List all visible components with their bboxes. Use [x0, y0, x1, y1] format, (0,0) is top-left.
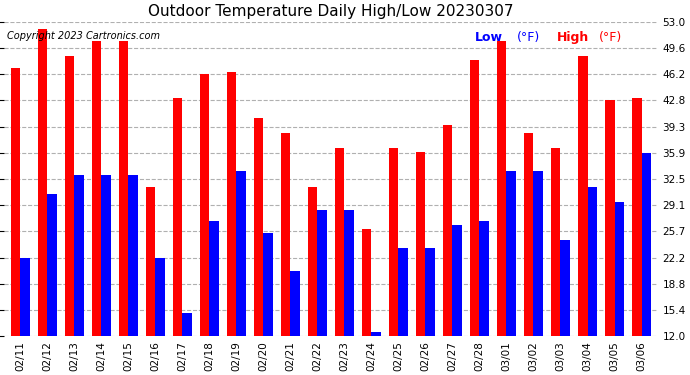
Bar	[11, 68, 21, 336]
Bar	[389, 148, 398, 336]
Bar	[119, 41, 128, 336]
Bar	[290, 271, 300, 336]
Bar	[128, 175, 138, 336]
Bar	[578, 56, 587, 336]
Bar	[371, 332, 381, 336]
Bar	[605, 100, 615, 336]
Bar	[75, 175, 84, 336]
Bar	[506, 171, 516, 336]
Bar	[210, 221, 219, 336]
Text: (°F): (°F)	[599, 31, 622, 44]
Bar	[416, 152, 426, 336]
Bar	[146, 187, 155, 336]
Bar	[65, 56, 75, 336]
Bar	[237, 171, 246, 336]
Bar	[615, 202, 624, 336]
Bar	[101, 175, 111, 336]
Bar	[254, 118, 264, 336]
Text: High: High	[556, 31, 589, 44]
Bar	[264, 232, 273, 336]
Bar	[317, 210, 327, 336]
Text: Copyright 2023 Cartronics.com: Copyright 2023 Cartronics.com	[8, 31, 161, 41]
Bar	[48, 194, 57, 336]
Bar	[443, 125, 453, 336]
Bar	[155, 258, 165, 336]
Bar	[497, 41, 506, 336]
Bar	[38, 29, 48, 336]
Bar	[335, 148, 344, 336]
Bar	[642, 153, 651, 336]
Bar	[173, 98, 182, 336]
Bar	[281, 133, 290, 336]
Bar	[344, 210, 354, 336]
Bar	[200, 74, 210, 336]
Bar	[560, 240, 570, 336]
Bar	[587, 187, 597, 336]
Bar	[453, 225, 462, 336]
Bar	[632, 98, 642, 336]
Bar	[182, 313, 192, 336]
Title: Outdoor Temperature Daily High/Low 20230307: Outdoor Temperature Daily High/Low 20230…	[148, 4, 513, 19]
Bar	[426, 248, 435, 336]
Bar	[533, 171, 543, 336]
Bar	[398, 248, 408, 336]
Bar	[21, 258, 30, 336]
Bar	[227, 72, 237, 336]
Bar	[470, 60, 480, 336]
Bar	[92, 41, 101, 336]
Text: Low: Low	[475, 31, 503, 44]
Bar	[524, 133, 533, 336]
Bar	[551, 148, 560, 336]
Bar	[480, 221, 489, 336]
Bar	[308, 187, 317, 336]
Text: (°F): (°F)	[518, 31, 540, 44]
Bar	[362, 229, 371, 336]
